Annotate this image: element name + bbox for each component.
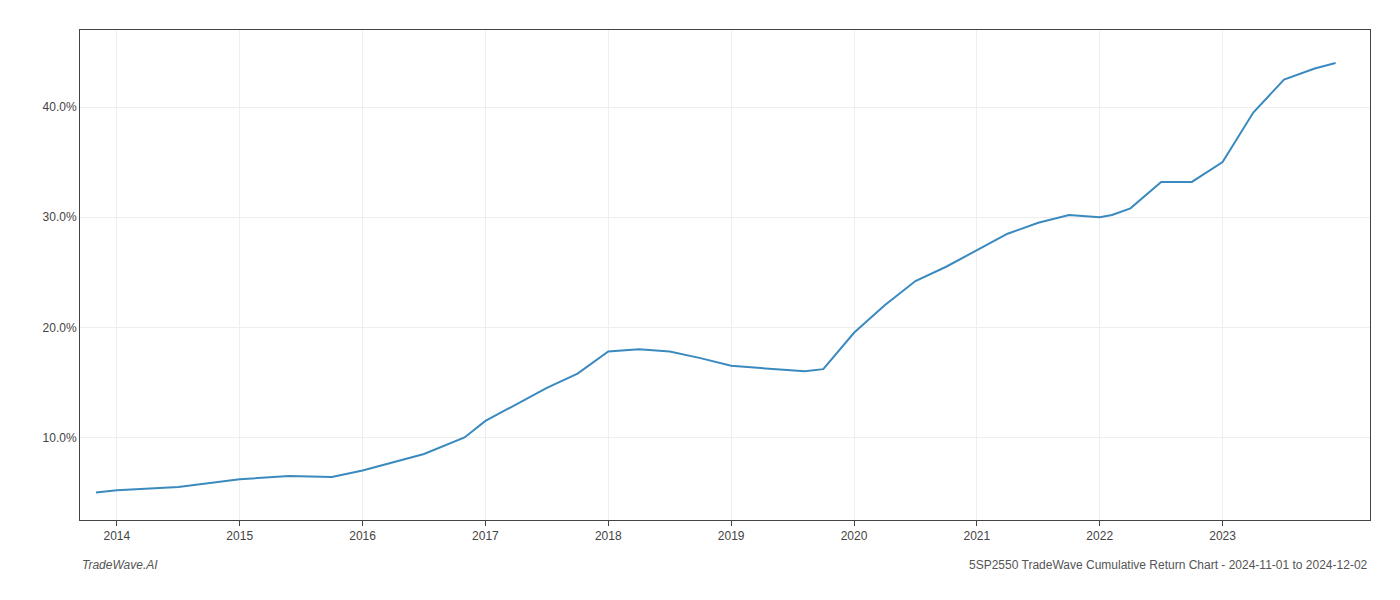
svg-text:2014: 2014 — [104, 529, 131, 543]
svg-text:10.0%: 10.0% — [43, 431, 77, 445]
svg-text:2016: 2016 — [349, 529, 376, 543]
svg-text:2021: 2021 — [964, 529, 991, 543]
svg-text:TradeWave.AI: TradeWave.AI — [82, 558, 158, 572]
svg-text:40.0%: 40.0% — [43, 100, 77, 114]
svg-text:2020: 2020 — [841, 529, 868, 543]
svg-text:5SP2550 TradeWave Cumulative R: 5SP2550 TradeWave Cumulative Return Char… — [969, 558, 1368, 572]
svg-text:2017: 2017 — [472, 529, 499, 543]
svg-text:2019: 2019 — [718, 529, 745, 543]
svg-text:2015: 2015 — [226, 529, 253, 543]
svg-text:2018: 2018 — [595, 529, 622, 543]
svg-text:20.0%: 20.0% — [43, 321, 77, 335]
svg-text:2022: 2022 — [1086, 529, 1113, 543]
svg-text:30.0%: 30.0% — [43, 210, 77, 224]
svg-text:2023: 2023 — [1209, 529, 1236, 543]
